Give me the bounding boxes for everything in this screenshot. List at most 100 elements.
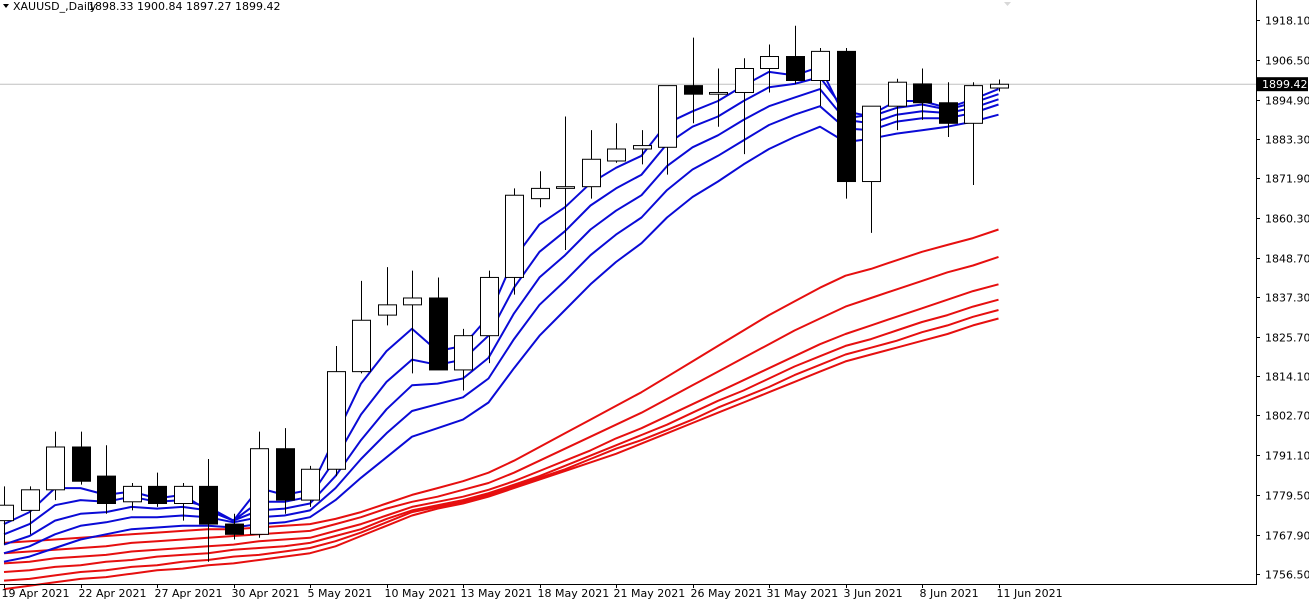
bull-candle-body xyxy=(735,68,754,93)
date-tick-label: 27 Apr 2021 xyxy=(155,587,223,600)
price-tick-label: 1814.10 xyxy=(1265,371,1309,384)
fast-ma-line-3 xyxy=(3,88,999,546)
bull-candle-body xyxy=(888,81,907,107)
candle[interactable] xyxy=(327,345,346,477)
bull-candle-body xyxy=(352,319,371,373)
bull-candle-body xyxy=(454,335,473,371)
price-tick-label: 1756.50 xyxy=(1265,569,1309,582)
price-tick-label: 1802.70 xyxy=(1265,410,1309,423)
bull-candle-body xyxy=(250,448,269,535)
bull-candle-body xyxy=(658,85,677,148)
candle[interactable] xyxy=(378,267,397,326)
slow-ma-line-3 xyxy=(3,283,999,565)
bull-candle-body xyxy=(301,468,320,501)
bull-candle-body xyxy=(531,187,550,200)
candle[interactable] xyxy=(276,428,295,514)
candle[interactable] xyxy=(301,465,320,507)
date-tick-label: 26 May 2021 xyxy=(691,587,763,600)
bull-candle-body xyxy=(46,446,65,491)
axes-group xyxy=(0,0,1257,585)
candle[interactable] xyxy=(352,280,371,374)
bear-candle-body xyxy=(913,83,932,104)
candle[interactable] xyxy=(97,445,116,514)
candle[interactable] xyxy=(403,270,422,374)
candle[interactable] xyxy=(684,37,703,124)
candle[interactable] xyxy=(21,486,40,535)
candle[interactable] xyxy=(0,486,14,545)
candle[interactable] xyxy=(913,68,932,120)
candle[interactable] xyxy=(760,44,779,93)
dropdown-triangle-icon[interactable] xyxy=(3,4,9,8)
candle[interactable] xyxy=(250,431,269,538)
candle[interactable] xyxy=(939,82,958,138)
candle[interactable] xyxy=(148,472,167,507)
date-tick-label: 22 Apr 2021 xyxy=(79,587,147,600)
bull-candle-body xyxy=(964,85,983,124)
price-tick-label: 1779.50 xyxy=(1265,490,1309,503)
bull-candle-body xyxy=(327,371,346,470)
candle[interactable] xyxy=(72,431,91,485)
price-tick-label: 1918.10 xyxy=(1265,15,1309,28)
candle[interactable] xyxy=(429,277,448,371)
bear-candle-body xyxy=(199,485,218,525)
bear-candle-body xyxy=(837,50,856,183)
candle[interactable] xyxy=(633,130,652,165)
shift-marker-icon[interactable] xyxy=(1004,2,1011,6)
candle[interactable] xyxy=(607,123,626,163)
bull-candle-body xyxy=(480,276,499,337)
candle[interactable] xyxy=(454,328,473,391)
fast-ma-line-1 xyxy=(3,65,999,526)
candle[interactable] xyxy=(531,171,550,208)
candle[interactable] xyxy=(174,482,193,521)
candle[interactable] xyxy=(658,85,677,175)
candle[interactable] xyxy=(46,431,65,501)
candle[interactable] xyxy=(735,58,754,155)
candle[interactable] xyxy=(225,513,244,540)
candle[interactable] xyxy=(837,47,856,199)
bear-candle-body xyxy=(786,56,805,81)
candle[interactable] xyxy=(990,79,1009,92)
bull-candle-body xyxy=(403,297,422,306)
slow-ma-line-6 xyxy=(3,317,999,591)
bull-candle-body xyxy=(862,105,881,183)
candle[interactable] xyxy=(505,188,524,295)
fast-ma-group xyxy=(3,65,999,563)
date-tick-label: 5 May 2021 xyxy=(308,587,373,600)
fast-ma-line-4 xyxy=(3,103,999,555)
candle[interactable] xyxy=(888,78,907,131)
candle[interactable] xyxy=(862,105,881,233)
candle[interactable] xyxy=(811,47,830,107)
date-tick-label: 8 Jun 2021 xyxy=(920,587,979,600)
bear-candle-body xyxy=(72,446,91,482)
slow-ma-line-1 xyxy=(3,228,999,544)
candle[interactable] xyxy=(123,482,142,511)
date-tick-label: 13 May 2021 xyxy=(461,587,533,600)
candle[interactable] xyxy=(964,82,983,185)
bull-candle-body xyxy=(811,50,830,81)
price-tick-label: 1825.70 xyxy=(1265,332,1309,345)
fast-ma-line-2 xyxy=(3,76,999,536)
bull-candle-body xyxy=(607,148,626,162)
ohlc-values: 1898.33 1900.84 1897.27 1899.42 xyxy=(88,0,280,13)
price-tick-label: 1848.70 xyxy=(1265,253,1309,266)
date-tick-label: 30 Apr 2021 xyxy=(232,587,300,600)
price-tick-label: 1906.50 xyxy=(1265,55,1309,68)
price-tick-label: 1871.90 xyxy=(1265,173,1309,186)
candle[interactable] xyxy=(582,130,601,199)
date-ticks-group: 19 Apr 2021 22 Apr 2021 27 Apr 2021 30 Apr … xyxy=(2,584,1063,600)
candle[interactable] xyxy=(480,270,499,364)
bull-candle-body xyxy=(633,145,652,150)
slow-ma-line-4 xyxy=(3,298,999,573)
date-tick-label: 3 Jun 2021 xyxy=(844,587,903,600)
bear-candle-body xyxy=(939,102,958,124)
candle[interactable] xyxy=(786,25,805,84)
price-tick-label: 1860.30 xyxy=(1265,213,1309,226)
candle[interactable] xyxy=(556,116,575,251)
date-tick-label: 10 May 2021 xyxy=(385,587,457,600)
candle[interactable] xyxy=(709,68,728,127)
bear-candle-body xyxy=(225,523,244,535)
candle[interactable] xyxy=(199,458,218,562)
